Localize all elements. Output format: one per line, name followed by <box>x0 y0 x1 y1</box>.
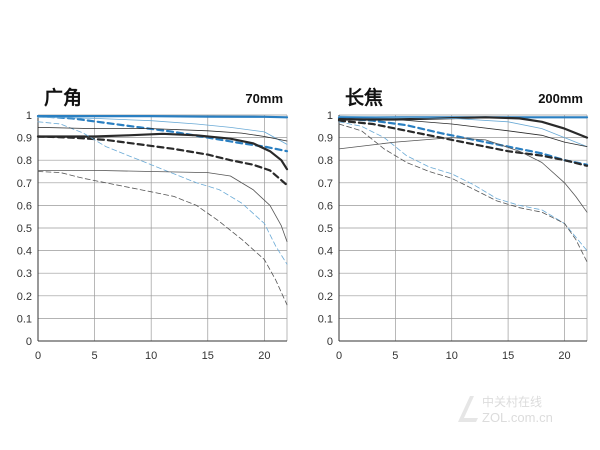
zol-watermark: 中关村在线 ZOL.com.cn <box>458 394 553 425</box>
y-tick-label: 0.9 <box>318 133 333 145</box>
x-tick-label: 15 <box>202 350 214 362</box>
y-tick-label: 0.1 <box>17 313 32 325</box>
y-tick-label: 0 <box>26 336 32 348</box>
chart-subtitle: 200mm <box>538 91 583 106</box>
y-tick-label: 0.5 <box>318 223 333 235</box>
y-tick-label: 0.7 <box>17 178 32 190</box>
mtf-series-line-4 <box>37 116 288 145</box>
mtf-series-line-7 <box>37 171 288 306</box>
mtf-series-line-2 <box>337 116 589 139</box>
y-tick-label: 0.3 <box>318 268 333 280</box>
y-tick-label: 0.6 <box>17 200 32 212</box>
x-tick-label: 0 <box>35 350 41 362</box>
y-tick-label: 1 <box>327 110 333 122</box>
chart-title: 长焦 <box>345 86 383 109</box>
x-tick-label: 15 <box>502 350 514 362</box>
y-tick-label: 0 <box>327 336 333 348</box>
mtf-series-line-5 <box>37 121 288 265</box>
y-tick-label: 0.7 <box>318 178 333 190</box>
mtf-series-line-6 <box>338 137 588 213</box>
x-tick-label: 10 <box>145 350 157 362</box>
chart-title: 广角 <box>44 86 82 109</box>
y-tick-label: 0.2 <box>17 291 32 303</box>
y-tick-label: 0.6 <box>318 200 333 212</box>
y-tick-label: 0.2 <box>318 291 333 303</box>
chart-subtitle: 70mm <box>245 91 283 106</box>
y-tick-label: 0.8 <box>17 155 32 167</box>
mtf-series-line-0 <box>36 115 289 119</box>
y-tick-label: 1 <box>26 110 32 122</box>
y-tick-label: 0.5 <box>17 223 32 235</box>
mtf-series-line-7 <box>338 123 588 263</box>
zol-logo-icon <box>458 396 478 422</box>
y-tick-label: 0.4 <box>17 246 32 258</box>
y-tick-label: 0.1 <box>318 313 333 325</box>
mtf-series-line-3 <box>337 119 589 167</box>
x-tick-label: 0 <box>336 350 342 362</box>
x-tick-label: 5 <box>392 350 398 362</box>
x-tick-label: 5 <box>92 350 98 362</box>
mtf-series-line-8 <box>338 118 588 147</box>
mtf-series-line-5 <box>338 121 588 251</box>
x-tick-label: 20 <box>258 350 270 362</box>
y-tick-label: 0.9 <box>17 133 32 145</box>
y-tick-label: 0.4 <box>318 246 333 258</box>
mtf-series-line-6 <box>37 170 288 242</box>
mtf-series-line-3 <box>36 135 289 187</box>
y-tick-label: 0.3 <box>17 268 32 280</box>
x-tick-label: 20 <box>558 350 570 362</box>
x-tick-label: 10 <box>446 350 458 362</box>
watermark-line1: 中关村在线 <box>482 394 542 409</box>
mtf-series-line-8 <box>37 127 288 142</box>
mtf-series-line-4 <box>338 115 588 147</box>
y-tick-label: 0.8 <box>318 155 333 167</box>
watermark-line2: ZOL.com.cn <box>482 410 553 425</box>
mtf-series-line-2 <box>36 132 289 171</box>
